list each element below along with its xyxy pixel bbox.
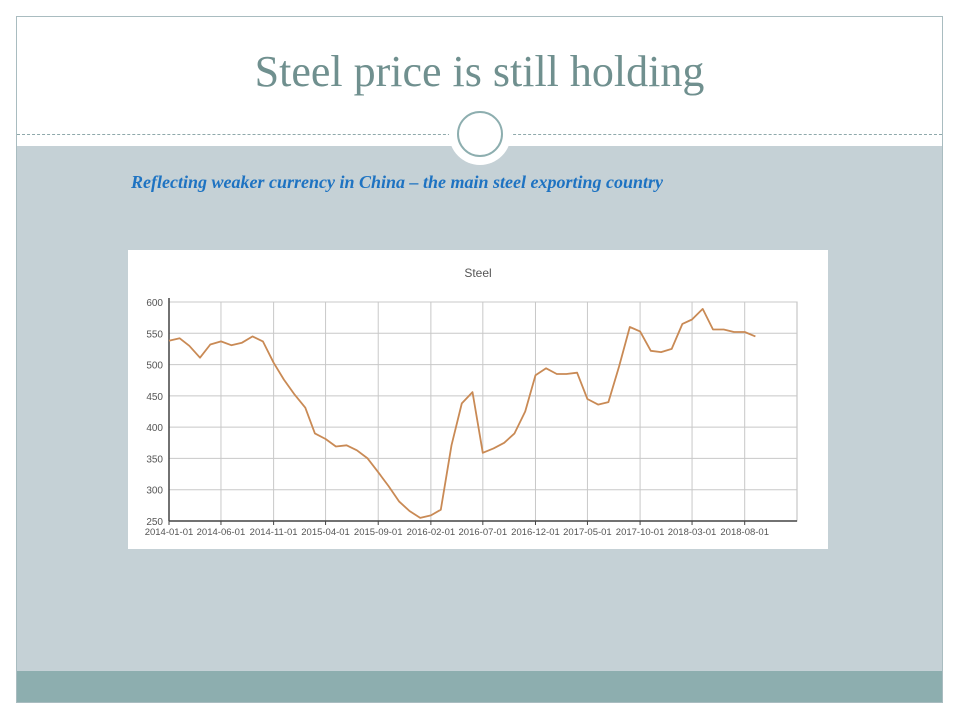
x-tick-label: 2014-06-01 — [197, 527, 246, 538]
y-tick-label: 300 — [146, 486, 163, 497]
chart-svg: 250 300 350 400 450 500 550 600 2014-01-01 2014-0… — [145, 266, 798, 538]
x-tick-label: 2014-01-01 — [145, 527, 194, 538]
x-tick-label: 2016-07-01 — [459, 527, 508, 538]
y-tick-label: 400 — [146, 423, 163, 434]
x-tick-label: 2016-12-01 — [511, 527, 560, 538]
chart-grid — [168, 301, 798, 522]
y-tick-label: 600 — [146, 298, 163, 309]
chart-axes: 250 300 350 400 450 500 550 600 2014-01-01 2014-0… — [145, 298, 797, 538]
chart-title: Steel — [464, 266, 491, 280]
steel-price-chart: 250 300 350 400 450 500 550 600 2014-01-01 2014-0… — [128, 250, 828, 549]
steel-price-line — [168, 308, 756, 519]
y-tick-label: 250 — [146, 517, 163, 528]
x-tick-label: 2016-02-01 — [407, 527, 456, 538]
x-tick-label: 2017-05-01 — [563, 527, 612, 538]
y-tick-label: 500 — [146, 361, 163, 372]
chart-series — [168, 308, 756, 519]
divider-ornament-ring — [457, 111, 503, 157]
y-tick-label: 450 — [146, 392, 163, 403]
x-tick-label: 2014-11-01 — [250, 527, 298, 538]
y-tick-label: 550 — [146, 329, 163, 340]
x-tick-label: 2017-10-01 — [616, 527, 665, 538]
x-tick-label: 2018-03-01 — [668, 527, 717, 538]
slide-subtitle: Reflecting weaker currency in China – th… — [131, 172, 664, 192]
y-tick-label: 350 — [146, 454, 163, 465]
x-tick-label: 2018-08-01 — [720, 527, 769, 538]
footer-bar — [17, 671, 942, 702]
x-tick-label: 2015-04-01 — [301, 527, 350, 538]
x-tick-label: 2015-09-01 — [354, 527, 403, 538]
slide-title: Steel price is still holding — [254, 47, 705, 96]
